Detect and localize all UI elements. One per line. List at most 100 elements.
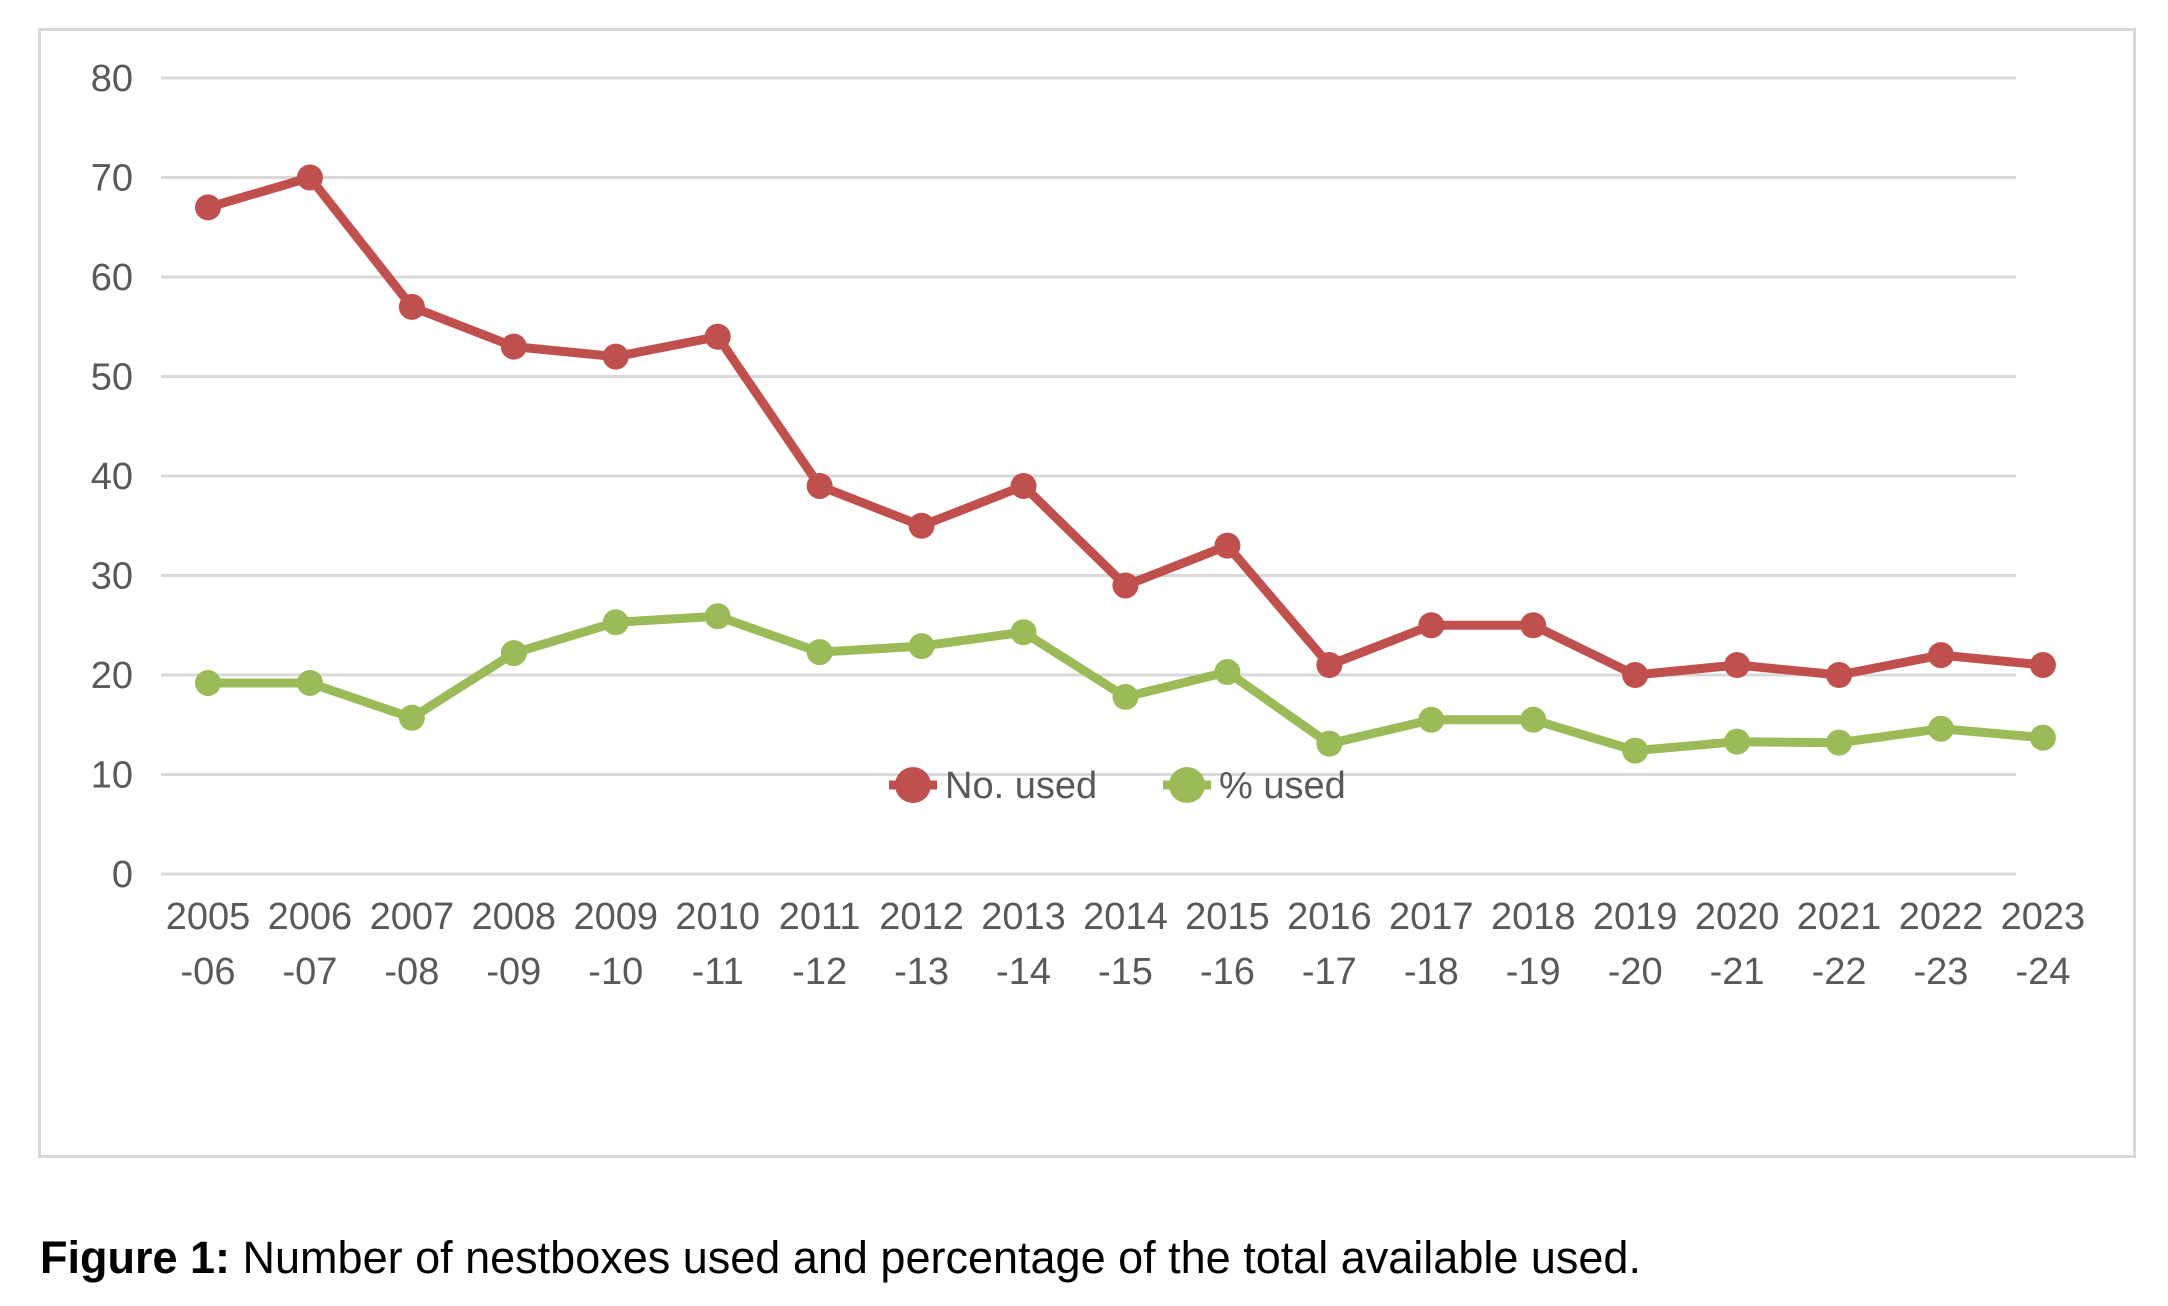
series-0-point-5 [704,323,731,350]
series-1-point-14 [1622,737,1649,764]
x-tick-label-6-line2: -12 [792,951,847,993]
series-lines [195,164,2056,764]
y-tick-label-40: 40 [91,456,133,498]
x-tick-label-0-line2: -06 [181,951,236,993]
x-tick-label-12-line2: -18 [1404,951,1459,993]
x-tick-label-11-line1: 2016 [1287,896,1372,938]
y-tick-label-30: 30 [91,556,133,598]
series-1-point-6 [806,639,833,666]
x-tick-label-16-line1: 2021 [1797,896,1882,938]
series-1-line [203,611,2048,756]
series-0-point-8 [1010,472,1037,499]
series-0-point-2 [398,293,425,320]
x-tick-label-5-line1: 2010 [675,896,760,938]
series-0-point-4 [602,343,629,370]
series-1-point-16 [1826,729,1853,756]
series-1-point-10 [1214,659,1241,686]
x-tick-label-2-line1: 2007 [370,896,455,938]
x-tick-label-12-line1: 2017 [1389,896,1474,938]
y-tick-label-50: 50 [91,357,133,399]
series-1-point-12 [1418,706,1445,733]
legend-item-0: No. used [889,765,1097,807]
x-tick-label-10-line1: 2015 [1185,896,1270,938]
x-tick-label-1-line1: 2006 [268,896,353,938]
series-1 [195,603,2056,764]
x-tick-label-7-line2: -13 [894,951,949,993]
y-tick-label-60: 60 [91,257,133,299]
series-0-point-18 [2029,652,2056,679]
series-1-point-3 [500,640,527,667]
x-tick-label-17-line1: 2022 [1899,896,1984,938]
series-1-point-2 [398,704,425,731]
series-0-point-10 [1214,532,1241,559]
x-tick-label-18-line2: -24 [2015,951,2070,993]
chart-frame: 0 10 20 30 40 50 60 70 80 2005 -06 2006 -07 2007 -08 2… [38,28,2136,1158]
series-1-point-15 [1724,728,1751,755]
series-0-point-16 [1826,662,1853,688]
x-tick-label-15-line1: 2020 [1695,896,1780,938]
x-tick-label-3-line2: -09 [486,951,541,993]
x-tick-label-18-line1: 2023 [2001,896,2086,938]
series-0-point-7 [908,512,935,539]
x-tick-label-3-line1: 2008 [472,896,557,938]
legend-item-1: % used [1163,765,1346,807]
legend-swatch-marker-0 [895,767,931,803]
series-0-point-3 [500,333,527,360]
series-1-point-5 [704,603,731,630]
x-tick-label-17-line2: -23 [1914,951,1969,993]
series-0-point-14 [1622,662,1649,688]
x-tick-label-15-line2: -21 [1710,951,1765,993]
series-0-line [203,173,2048,680]
caption-label: Figure 1: [40,1232,231,1283]
legend: No. used % used [889,765,1346,807]
series-0-point-11 [1316,652,1343,679]
series-0-point-12 [1418,612,1445,639]
series-0-point-17 [1927,642,1954,669]
x-tick-label-14-line2: -20 [1608,951,1663,993]
x-tick-label-11-line2: -17 [1302,951,1357,993]
series-0-point-0 [195,194,221,221]
series-1-point-18 [2029,724,2056,751]
series-1-point-17 [1927,715,1954,742]
series-0-point-13 [1520,612,1547,639]
x-tick-label-8-line2: -14 [996,951,1051,993]
x-tick-label-13-line1: 2018 [1491,896,1576,938]
line-chart: 0 10 20 30 40 50 60 70 80 2005 -06 2006 -07 2007 -08 2… [91,58,2085,993]
x-tick-label-13-line2: -19 [1506,951,1561,993]
series-1-point-4 [602,609,629,636]
y-tick-label-10: 10 [91,755,133,797]
series-0 [195,164,2056,688]
series-1-point-13 [1520,706,1547,733]
series-1-point-1 [296,669,323,696]
legend-label-1: % used [1219,765,1346,807]
figure-caption: Figure 1: Number of nestboxes used and p… [40,1232,1641,1284]
legend-swatch-marker-1 [1169,767,1205,803]
series-1-point-7 [908,633,935,660]
y-tick-label-20: 20 [91,655,133,697]
series-1-point-11 [1316,730,1343,757]
gridlines [161,76,2016,876]
x-tick-label-4-line1: 2009 [573,896,658,938]
series-1-point-8 [1010,619,1037,646]
x-tick-label-5-line2: -11 [692,951,744,993]
series-0-point-6 [806,472,833,499]
x-tick-label-8-line1: 2013 [981,896,1066,938]
x-tick-label-10-line2: -16 [1200,951,1255,993]
legend-label-0: No. used [945,765,1097,807]
x-tick-label-2-line2: -08 [384,951,439,993]
x-tick-label-9-line2: -15 [1098,951,1153,993]
y-tick-label-70: 70 [91,158,133,200]
x-axis-tick-labels: 2005-062006-072007-082008-092009-102010-… [166,896,2085,993]
x-tick-label-16-line2: -22 [1812,951,1867,993]
x-tick-label-6-line1: 2011 [779,896,861,938]
x-tick-label-9-line1: 2014 [1083,896,1168,938]
series-0-point-9 [1112,572,1139,599]
y-tick-label-80: 80 [91,58,133,100]
series-0-point-15 [1724,652,1751,679]
x-tick-label-4-line2: -10 [588,951,643,993]
x-tick-label-7-line1: 2012 [879,896,964,938]
x-tick-label-0-line1: 2005 [166,896,251,938]
series-0-point-1 [296,164,323,191]
y-tick-label-0: 0 [112,854,133,896]
y-axis-tick-labels: 0 10 20 30 40 50 60 70 80 [91,58,133,896]
